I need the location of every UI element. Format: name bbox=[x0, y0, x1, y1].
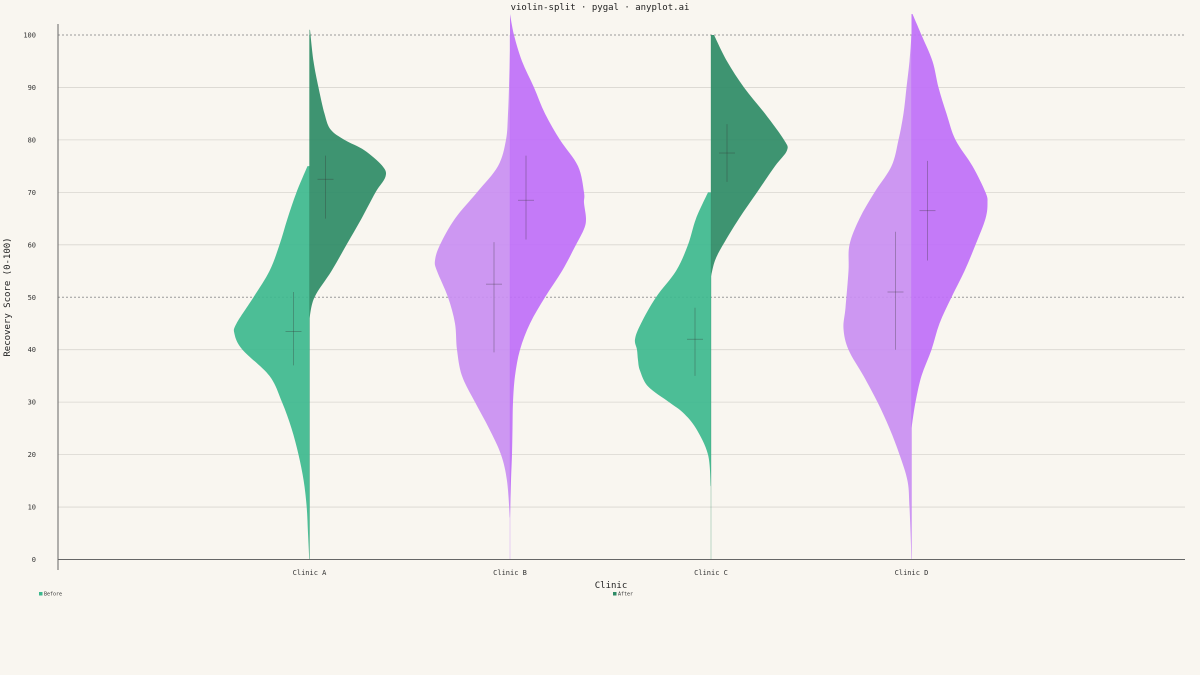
half-violin-before bbox=[634, 192, 711, 487]
y-tick-label: 80 bbox=[28, 136, 36, 144]
legend-item-after[interactable]: After bbox=[613, 592, 633, 598]
half-violin-after bbox=[711, 35, 788, 277]
y-tick-label: 0 bbox=[32, 556, 36, 564]
half-violin-before bbox=[843, 35, 912, 560]
x-tick-label: Clinic B bbox=[493, 569, 527, 577]
legend: Before After bbox=[39, 592, 633, 598]
y-tick-label: 100 bbox=[23, 32, 36, 40]
legend-label-before: Before bbox=[44, 592, 62, 598]
x-tick-label: Clinic A bbox=[293, 569, 328, 577]
y-axis-title: Recovery Score (0-100) bbox=[3, 237, 13, 356]
y-tick-label: 20 bbox=[28, 451, 36, 459]
y-tick-label: 10 bbox=[28, 504, 36, 512]
y-tick-label: 90 bbox=[28, 84, 36, 92]
y-tick-label: 70 bbox=[28, 189, 36, 197]
y-tick-label: 60 bbox=[28, 241, 36, 249]
x-axis-title: Clinic bbox=[595, 581, 628, 591]
legend-label-after: After bbox=[618, 592, 633, 598]
violin-clinic-c bbox=[634, 35, 788, 560]
chart-title: violin-split · pygal · anyplot.ai bbox=[511, 3, 690, 13]
half-violin-after bbox=[911, 14, 988, 429]
legend-swatch-before bbox=[39, 592, 43, 596]
x-tick-labels: Clinic A Clinic B Clinic C Clinic D bbox=[293, 569, 929, 577]
violin-clinic-d bbox=[843, 14, 988, 560]
y-tick-label: 50 bbox=[28, 294, 36, 302]
violin-clinic-b bbox=[434, 14, 586, 560]
y-tick-label: 40 bbox=[28, 346, 36, 354]
y-tick-labels: 0 10 20 30 40 50 60 70 80 90 100 bbox=[23, 32, 36, 565]
x-tick-label: Clinic C bbox=[694, 569, 728, 577]
half-violin-before bbox=[233, 166, 310, 560]
legend-item-before[interactable]: Before bbox=[39, 592, 62, 598]
violins bbox=[233, 14, 988, 560]
half-violin-before bbox=[434, 50, 510, 518]
axes bbox=[57, 24, 1185, 570]
x-tick-label: Clinic D bbox=[895, 569, 929, 577]
y-tick-label: 30 bbox=[28, 399, 36, 407]
half-violin-after bbox=[510, 14, 586, 518]
violin-clinic-a bbox=[233, 29, 387, 560]
legend-swatch-after bbox=[613, 592, 617, 596]
half-violin-after bbox=[309, 29, 387, 319]
